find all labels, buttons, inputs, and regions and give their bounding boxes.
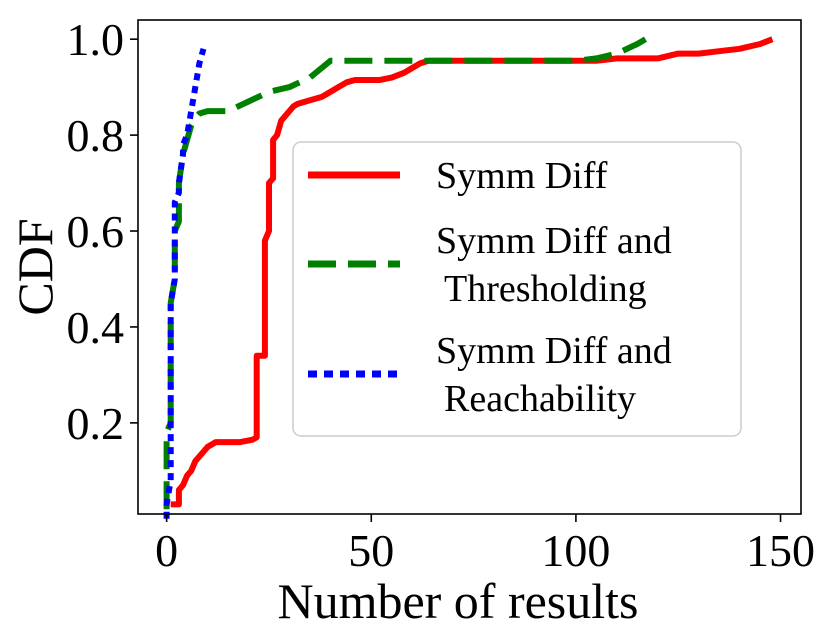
series-layer — [163, 36, 774, 519]
legend-label-1: Symm Diff and Thresholding — [436, 220, 672, 310]
x-tick-label: 150 — [746, 525, 815, 576]
y-axis-label: CDF — [7, 218, 63, 315]
series-line-2 — [163, 47, 207, 519]
y-tick-label: 0.4 — [67, 302, 125, 353]
x-tick-label: 100 — [541, 525, 610, 576]
y-tick-label: 0.2 — [67, 398, 125, 449]
legend-label-2: Symm Diff and Reachability — [436, 330, 672, 420]
y-tick-label: 0.8 — [67, 110, 125, 161]
series-line-1 — [163, 36, 648, 510]
series-line-0 — [170, 36, 774, 508]
ticks-layer: 0 50 100 150 0.2 0.4 0.6 0.8 1.0 — [67, 14, 816, 576]
legend: Symm Diff Symm Diff and Thresholding Symm D… — [292, 141, 742, 437]
y-tick-label: 0.6 — [67, 206, 125, 257]
x-tick-label: 50 — [348, 525, 394, 576]
legend-label-0: Symm Diff — [436, 155, 608, 197]
legend-box — [292, 141, 742, 437]
plot-frame — [137, 19, 802, 515]
x-tick-label: 0 — [155, 525, 178, 576]
y-tick-label: 1.0 — [67, 14, 125, 65]
x-axis-label: Number of results — [277, 573, 638, 629]
